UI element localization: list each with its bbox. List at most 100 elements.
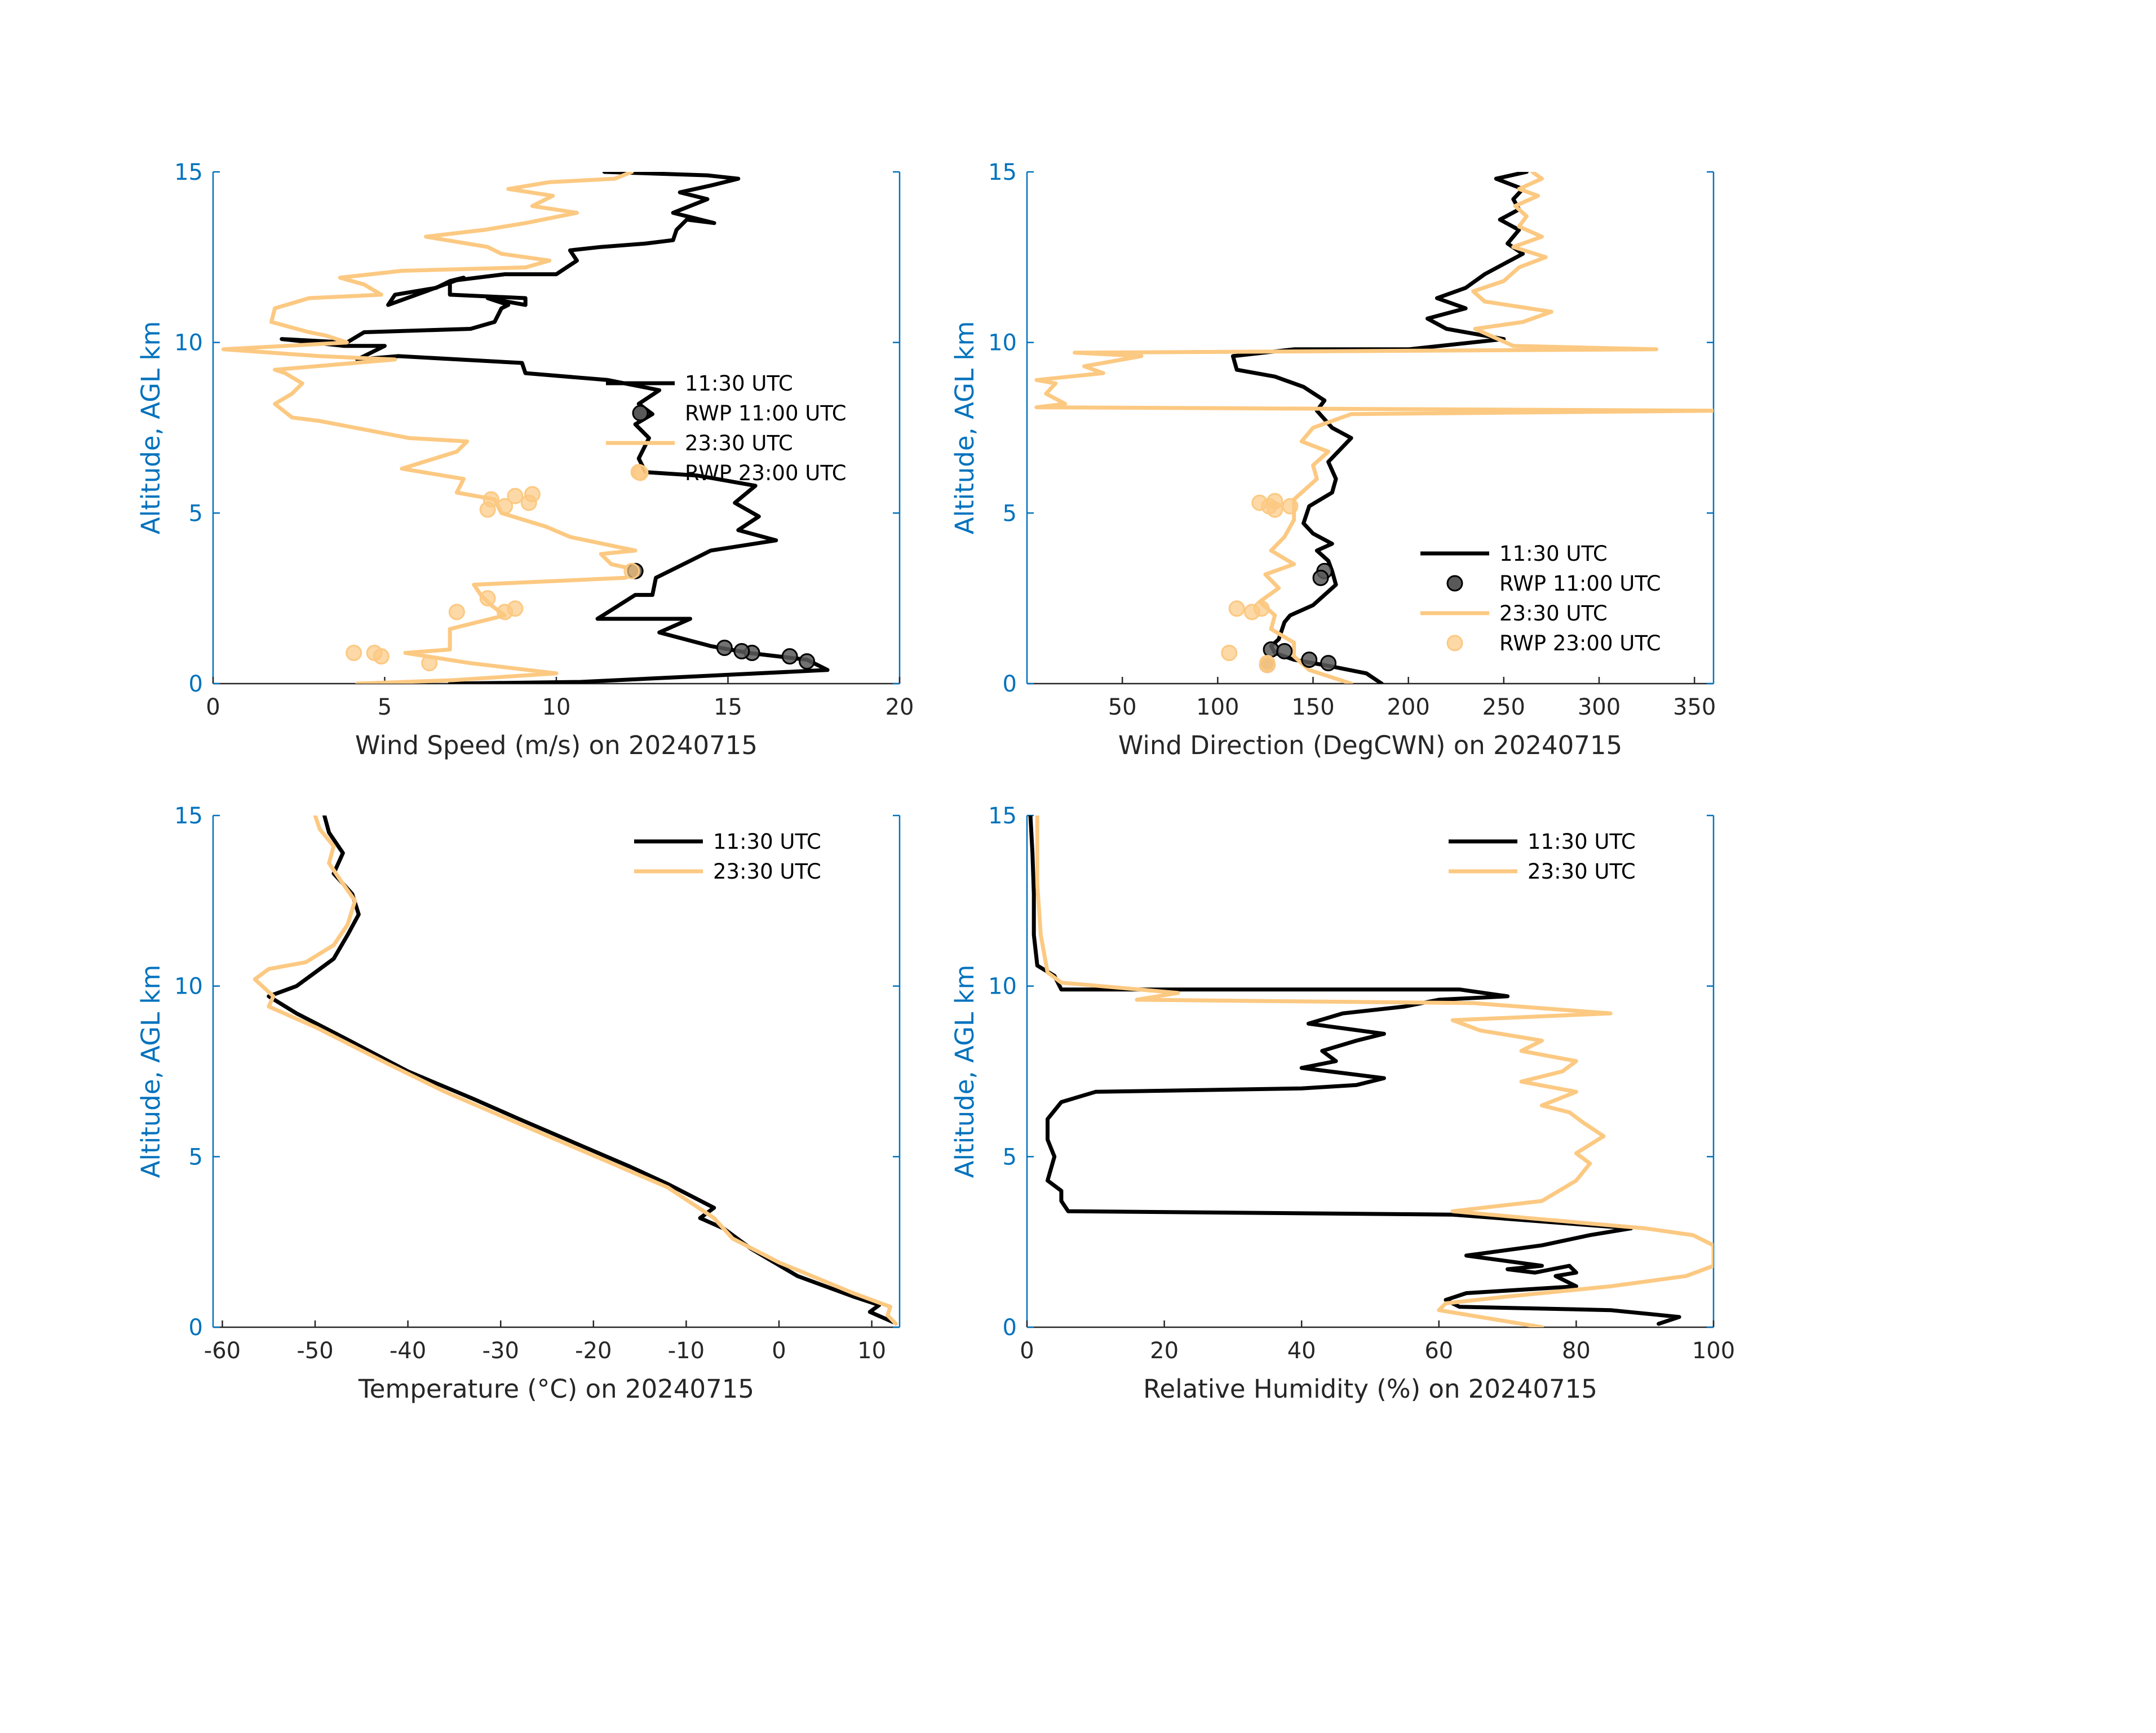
legend-label: 23:30 UTC: [1499, 601, 1608, 626]
marker-rwp2300: [1282, 498, 1299, 515]
legend-marker-rwp2300: [1446, 635, 1463, 651]
series-line-s1130: [267, 815, 895, 1324]
plot-area: [253, 815, 898, 1326]
legend-label: RWP 23:00 UTC: [685, 461, 847, 485]
x-tick-label: 0: [772, 1338, 786, 1364]
marker-rwp1100: [1312, 569, 1329, 586]
legend-marker-rwp1100: [632, 405, 649, 422]
legend-label: 11:30 UTC: [1499, 542, 1608, 566]
series-line-s1130: [1230, 172, 1529, 684]
x-tick-label: 10: [857, 1338, 886, 1364]
x-tick-label: 20: [1150, 1338, 1179, 1364]
x-tick-label: 100: [1196, 694, 1239, 720]
legend-label: RWP 23:00 UTC: [1499, 631, 1661, 655]
marker-rwp2300: [448, 604, 465, 620]
series-line-s2330: [1035, 815, 1714, 1327]
marker-rwp1100: [733, 642, 750, 659]
legend-label: 11:30 UTC: [1528, 830, 1636, 854]
marker-rwp2300: [373, 648, 389, 665]
y-axis-label: Altitude, AGL km: [136, 321, 166, 535]
x-tick-label: 0: [206, 694, 220, 720]
x-axis-label: Wind Speed (m/s) on 20240715: [355, 730, 758, 760]
y-axis-label: Altitude, AGL km: [950, 965, 980, 1178]
marker-rwp2300: [482, 491, 499, 508]
marker-rwp1100: [1301, 651, 1318, 668]
y-axis-label: Altitude, AGL km: [950, 321, 980, 535]
legend-label: 23:30 UTC: [1528, 859, 1636, 884]
marker-rwp1100: [799, 653, 816, 670]
x-tick-label: 10: [542, 694, 571, 720]
x-tick-label: 80: [1562, 1338, 1591, 1364]
legend-label: 23:30 UTC: [713, 859, 821, 884]
x-tick-label: 250: [1482, 694, 1525, 720]
y-tick-label: 5: [189, 1144, 203, 1170]
legend-label: RWP 11:00 UTC: [1499, 571, 1661, 596]
y-tick-label: 5: [1003, 1144, 1017, 1170]
y-tick-label: 0: [1003, 671, 1017, 697]
plot-area: [1028, 815, 1714, 1327]
series-line-s2330: [1034, 172, 1714, 684]
marker-rwp2300: [1221, 645, 1238, 662]
y-tick-label: 15: [174, 159, 203, 185]
marker-rwp2300: [421, 655, 438, 672]
x-tick-label: -60: [204, 1338, 241, 1364]
x-tick-label: -20: [575, 1338, 612, 1364]
marker-rwp2300: [1253, 600, 1270, 617]
plot-area: [221, 172, 830, 684]
x-tick-label: 40: [1287, 1338, 1316, 1364]
temperature-panel: -60 -50 -40 -30 -20 -10 0 10 0 5 10 15 Temperature (…: [136, 803, 901, 1404]
marker-rwp2300: [623, 562, 640, 579]
x-tick-label: 350: [1673, 694, 1716, 720]
y-tick-label: 5: [189, 500, 203, 526]
y-tick-label: 10: [174, 974, 203, 1000]
legend-label: 11:30 UTC: [713, 830, 821, 854]
y-tick-label: 10: [174, 330, 203, 356]
marker-rwp1100: [1320, 655, 1337, 672]
x-axis-label: Temperature (°C) on 20240715: [358, 1374, 754, 1404]
y-axis-label: Altitude, AGL km: [136, 965, 166, 1178]
y-tick-label: 15: [988, 159, 1017, 185]
x-tick-label: 100: [1692, 1338, 1735, 1364]
marker-rwp2300: [497, 498, 513, 515]
legend-label: 11:30 UTC: [685, 371, 793, 396]
x-tick-label: 50: [1108, 694, 1137, 720]
y-tick-label: 0: [189, 1315, 203, 1341]
series-line-s2330: [221, 172, 644, 684]
wind-direction-panel: 50 100 150 200 250 300 350 0 5 10 15 Wind Direction…: [950, 159, 1716, 760]
wind-speed-panel: 0 5 10 15 20 0 5 10 15 Wind Speed (m/s) on 202407…: [136, 159, 914, 760]
legend-marker-rwp2300: [632, 464, 649, 481]
x-tick-label: -50: [296, 1338, 333, 1364]
marker-rwp1100: [781, 648, 798, 665]
y-tick-label: 15: [174, 803, 203, 829]
x-tick-label: 0: [1020, 1338, 1034, 1364]
x-tick-label: 300: [1578, 694, 1621, 720]
x-tick-label: 200: [1387, 694, 1429, 720]
y-tick-label: 10: [988, 330, 1017, 356]
series-line-s1130: [1028, 815, 1681, 1326]
x-tick-label: 60: [1424, 1338, 1453, 1364]
relative-humidity-panel: 0 20 40 60 80 100 0 5 10 15 Relative Humidity (%) …: [950, 803, 1735, 1404]
marker-rwp2300: [346, 645, 362, 662]
y-tick-label: 15: [988, 803, 1017, 829]
plot-area: [1034, 172, 1714, 684]
marker-rwp1100: [1263, 641, 1280, 658]
marker-rwp2300: [507, 487, 524, 504]
marker-rwp2300: [1259, 657, 1276, 673]
x-tick-label: -30: [482, 1338, 519, 1364]
x-axis-label: Wind Direction (DegCWN) on 20240715: [1118, 730, 1622, 760]
y-tick-label: 5: [1003, 500, 1017, 526]
marker-rwp2300: [524, 486, 541, 503]
x-tick-label: 150: [1291, 694, 1334, 720]
marker-rwp2300: [507, 600, 524, 617]
y-tick-label: 0: [189, 671, 203, 697]
marker-rwp2300: [1228, 600, 1245, 617]
marker-rwp2300: [479, 590, 496, 607]
series-line-s1130: [280, 172, 830, 684]
x-tick-label: 5: [378, 694, 392, 720]
series-line-s2330: [253, 815, 898, 1326]
y-tick-label: 10: [988, 974, 1017, 1000]
marker-rwp1100: [1276, 642, 1293, 659]
marker-rwp2300: [1261, 498, 1278, 515]
legend-label: RWP 11:00 UTC: [685, 401, 847, 426]
x-tick-label: -10: [668, 1338, 705, 1364]
